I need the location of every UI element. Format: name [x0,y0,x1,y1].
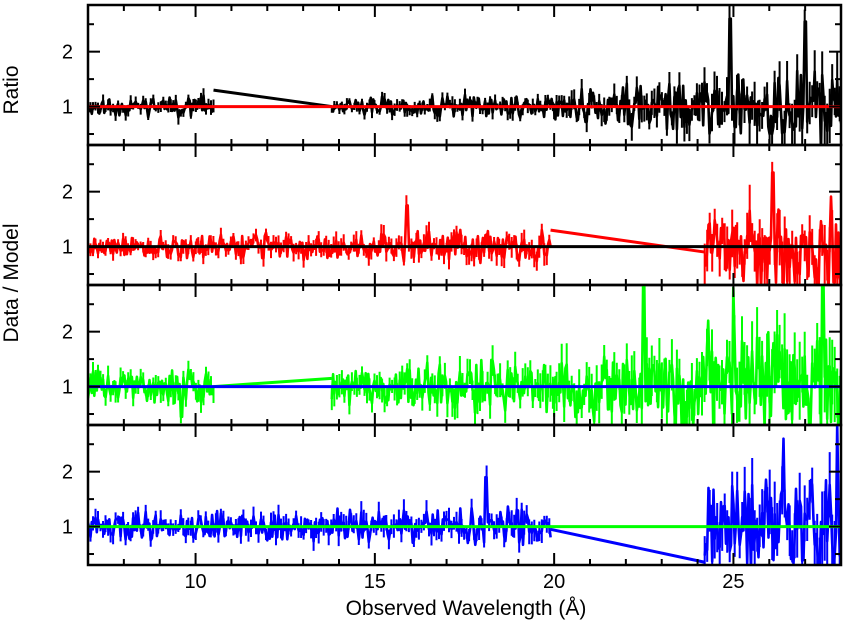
panel-4-frame [86,423,843,567]
panel-1-y-tick-label: 2 [62,42,73,64]
panel-3: 12 [62,283,843,427]
x-tick-label: 20 [543,571,565,593]
panel-2: 12 [62,143,843,287]
panel-4-y-tick-label: 2 [62,462,73,484]
panel-1-y-tick-label: 1 [62,97,73,119]
panel-3-y-tick-label: 1 [62,377,73,399]
panel-2-y-tick-label: 2 [62,182,73,204]
panel-2-y-tick-label: 1 [62,237,73,259]
panel-4-y-tick-label: 1 [62,517,73,539]
panel-1-gap-connector-1 [213,88,333,109]
x-tick-label: 15 [364,571,386,593]
x-tick-labels: 10 15 20 25 [184,571,744,593]
panel-4-data-segment-2 [703,425,841,565]
panel-4-error-bars-1 [88,465,551,553]
panel-2-gap-connector-1 [550,228,705,254]
y-axis-title-extra: Ratio [0,65,23,114]
panel-1-plot-area [88,5,841,145]
x-tick-label: 10 [184,571,206,593]
panel-2-plot-area [88,161,841,285]
panel-3-data-segment-1 [88,368,215,419]
x-tick-label: 25 [722,571,744,593]
panel-4-gap-connector-1 [550,527,706,564]
panel-4: 12 [62,423,843,567]
x-axis-title: Observed Wavelength (Å) [346,597,587,620]
panel-2-data-segment-2 [704,171,841,285]
panel-4-plot-area [88,425,841,565]
panel-3-y-tick-label: 2 [62,322,73,344]
panel-3-plot-area [88,285,841,425]
y-axis-title: Data / Model [0,223,23,342]
panel-1: 12 [62,3,843,147]
panel-3-data-segment-3 [552,285,841,425]
panel-3-data-segment-2 [330,358,556,415]
panel-1-data-segment-1 [88,93,215,119]
